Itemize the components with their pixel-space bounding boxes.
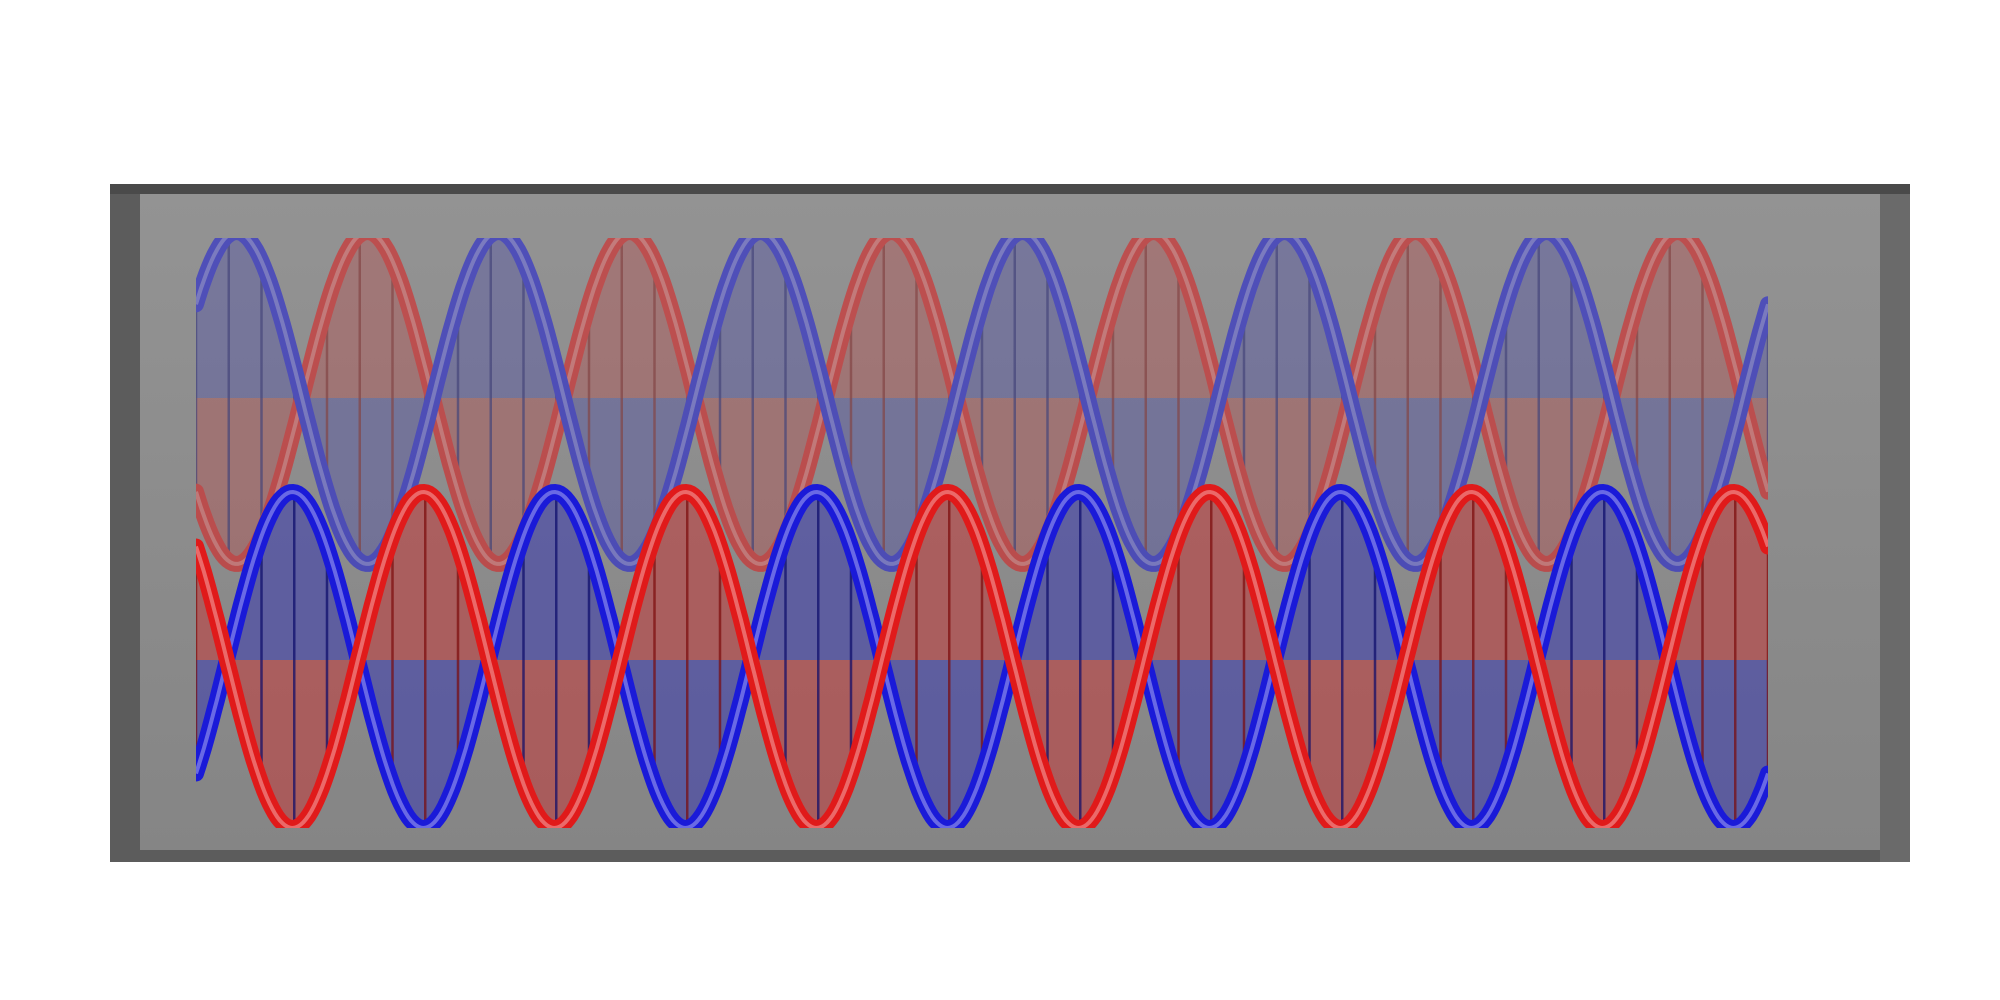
front-helix	[196, 483, 1768, 828]
helix-strand-a-highlight	[196, 238, 1768, 566]
box-right-wall	[1880, 194, 1910, 862]
helix-strand-b-highlight	[196, 238, 1768, 566]
back-helix	[196, 238, 1768, 572]
helix-strand-b-highlight	[196, 489, 1768, 828]
box-top-edge	[110, 184, 1910, 194]
helix-strand-a	[196, 483, 1768, 828]
helix-strand-b	[196, 238, 1768, 572]
helix-strand-a	[196, 238, 1768, 572]
helix-strand-a-highlight	[196, 489, 1768, 828]
helix-strand-b	[196, 483, 1768, 828]
